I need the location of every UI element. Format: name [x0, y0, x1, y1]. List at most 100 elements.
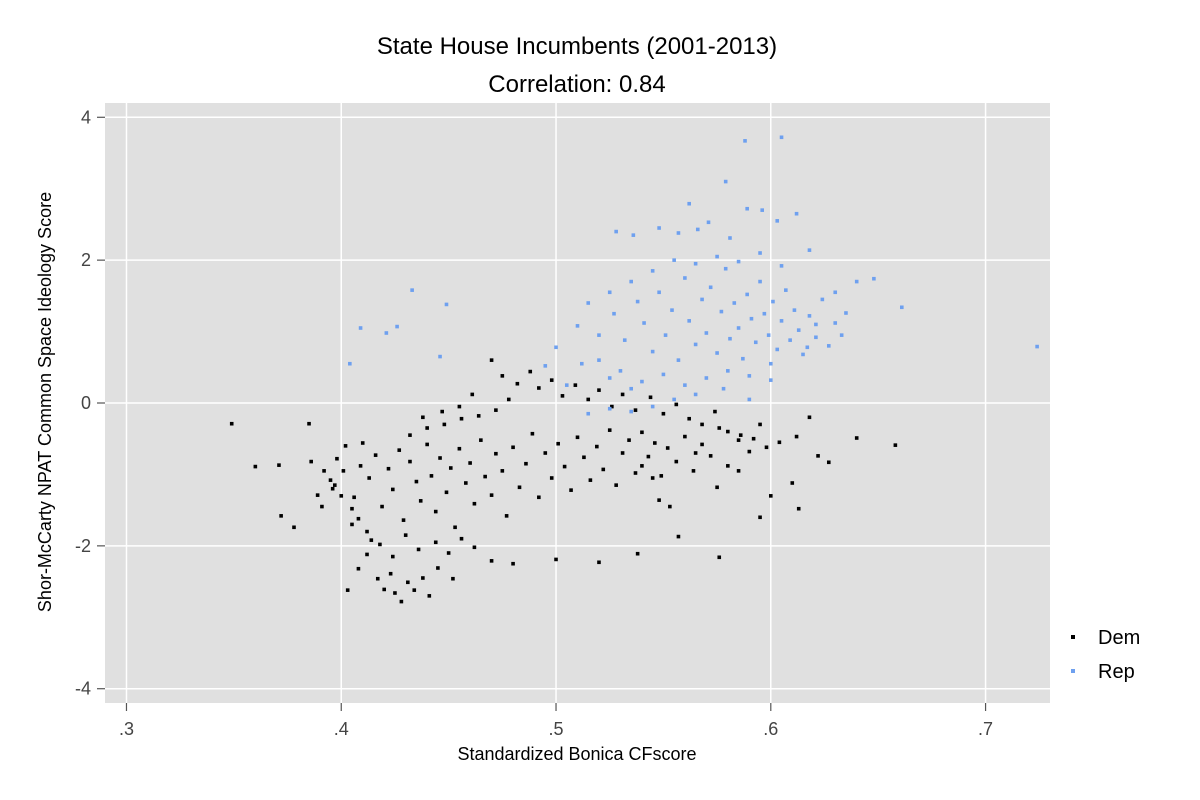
- legend: Dem Rep: [1071, 627, 1140, 683]
- data-point: [794, 211, 799, 216]
- data-point: [582, 455, 586, 460]
- data-point: [554, 345, 558, 350]
- data-point: [693, 342, 698, 347]
- data-point: [814, 322, 818, 327]
- data-point: [457, 446, 462, 451]
- data-point: [597, 358, 601, 362]
- data-point: [345, 588, 350, 592]
- data-point: [309, 459, 313, 464]
- x-tick-label: .4: [334, 719, 349, 739]
- legend-label: Rep: [1098, 661, 1135, 683]
- data-point: [369, 538, 374, 542]
- data-point: [826, 460, 831, 465]
- data-point: [620, 392, 625, 397]
- data-point: [807, 314, 812, 318]
- data-point: [395, 324, 399, 329]
- data-point: [708, 454, 713, 458]
- data-point: [790, 481, 795, 485]
- data-point: [483, 474, 487, 479]
- data-point: [833, 321, 838, 325]
- data-point: [554, 557, 558, 562]
- data-point: [365, 529, 369, 534]
- data-point: [732, 301, 737, 305]
- data-point: [504, 514, 509, 518]
- data-point: [442, 422, 447, 427]
- data-point: [872, 276, 876, 281]
- data-point: [401, 518, 406, 522]
- data-point: [640, 430, 644, 435]
- data-point: [358, 464, 363, 468]
- data-point: [717, 426, 722, 430]
- data-point: [1035, 344, 1039, 349]
- grid-lines: [105, 103, 1050, 703]
- data-point: [728, 236, 732, 240]
- data-point: [723, 266, 728, 271]
- data-point: [635, 299, 640, 304]
- data-point: [464, 481, 468, 485]
- data-point: [390, 487, 395, 492]
- data-point: [792, 308, 797, 312]
- x-tick-label: .6: [763, 719, 778, 739]
- data-point: [820, 297, 825, 302]
- data-point: [382, 587, 387, 592]
- data-point: [753, 340, 758, 345]
- data-point: [444, 490, 449, 495]
- data-point: [758, 515, 762, 520]
- data-point: [575, 324, 580, 328]
- data-point: [614, 229, 618, 234]
- data-point: [448, 466, 453, 470]
- data-point: [575, 435, 580, 440]
- data-point: [537, 495, 541, 500]
- data-point: [356, 566, 361, 571]
- legend-marker: [1071, 635, 1075, 639]
- data-point: [747, 397, 752, 402]
- data-point: [569, 488, 573, 492]
- data-point: [687, 319, 691, 323]
- data-point: [597, 388, 601, 392]
- data-point: [416, 547, 421, 552]
- data-point: [436, 566, 440, 570]
- data-point: [807, 415, 812, 420]
- data-point: [315, 493, 320, 497]
- data-point: [479, 438, 483, 442]
- data-point: [640, 464, 644, 468]
- data-point: [459, 536, 464, 541]
- data-point: [564, 383, 569, 387]
- data-point: [665, 446, 670, 450]
- data-point: [348, 361, 352, 366]
- data-point: [339, 494, 344, 498]
- data-point: [826, 344, 831, 348]
- data-point: [726, 429, 730, 434]
- data-point: [397, 448, 402, 452]
- axes: .3 .4 .5 .6 .7 4 2 0 -2 -4: [75, 107, 993, 739]
- data-point: [687, 416, 691, 421]
- data-point: [328, 478, 333, 482]
- data-point: [476, 414, 481, 418]
- data-point: [378, 542, 382, 547]
- data-point: [854, 279, 859, 284]
- data-point: [723, 179, 728, 184]
- data-point: [562, 464, 567, 469]
- data-point: [745, 292, 749, 297]
- data-point: [386, 466, 391, 471]
- data-point: [758, 279, 762, 284]
- data-point: [433, 540, 438, 545]
- data-point: [277, 463, 281, 467]
- data-point: [429, 474, 434, 478]
- data-point: [728, 336, 732, 341]
- data-point: [620, 451, 625, 455]
- data-point: [511, 445, 515, 450]
- series-rep: [348, 135, 1039, 416]
- data-point: [794, 434, 799, 439]
- data-point: [586, 411, 591, 416]
- data-point: [762, 311, 767, 316]
- data-point: [650, 476, 655, 480]
- data-point: [635, 551, 640, 556]
- data-point: [629, 279, 633, 284]
- data-point: [715, 254, 719, 259]
- data-point: [900, 305, 904, 310]
- data-point: [618, 369, 623, 373]
- data-point: [650, 269, 655, 273]
- y-tick-label: 2: [81, 250, 91, 270]
